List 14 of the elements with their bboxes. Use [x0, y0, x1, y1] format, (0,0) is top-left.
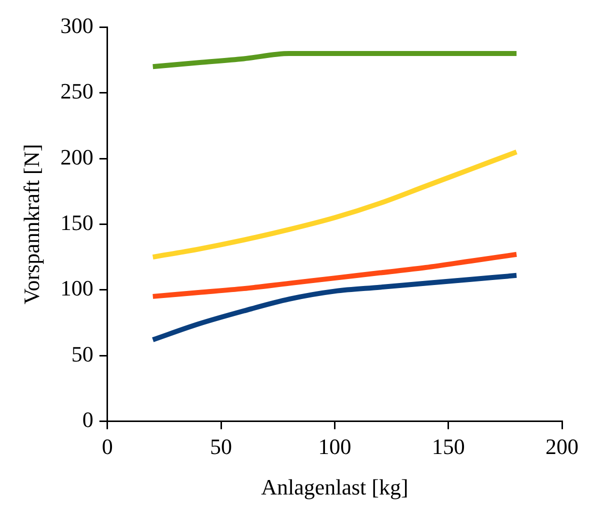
x-tick-label: 0: [102, 434, 113, 460]
y-tick-label: 250: [60, 78, 94, 104]
x-tick-label: 200: [546, 434, 578, 460]
x-tick-label: 150: [432, 434, 465, 460]
x-axis-title: Anlagenlast [kg]: [261, 474, 408, 500]
y-tick-label: 300: [60, 12, 94, 38]
y-tick-label: 150: [60, 210, 94, 235]
y-tick-label: 200: [60, 144, 94, 170]
y-axis-title: Vorspannkraft [N]: [18, 144, 44, 304]
y-tick-label: 100: [60, 276, 94, 301]
y-tick-label: 50: [71, 341, 94, 366]
y-tick-label: 0: [82, 406, 94, 432]
x-tick-label: 100: [318, 434, 352, 460]
x-tick-label: 50: [210, 434, 232, 460]
